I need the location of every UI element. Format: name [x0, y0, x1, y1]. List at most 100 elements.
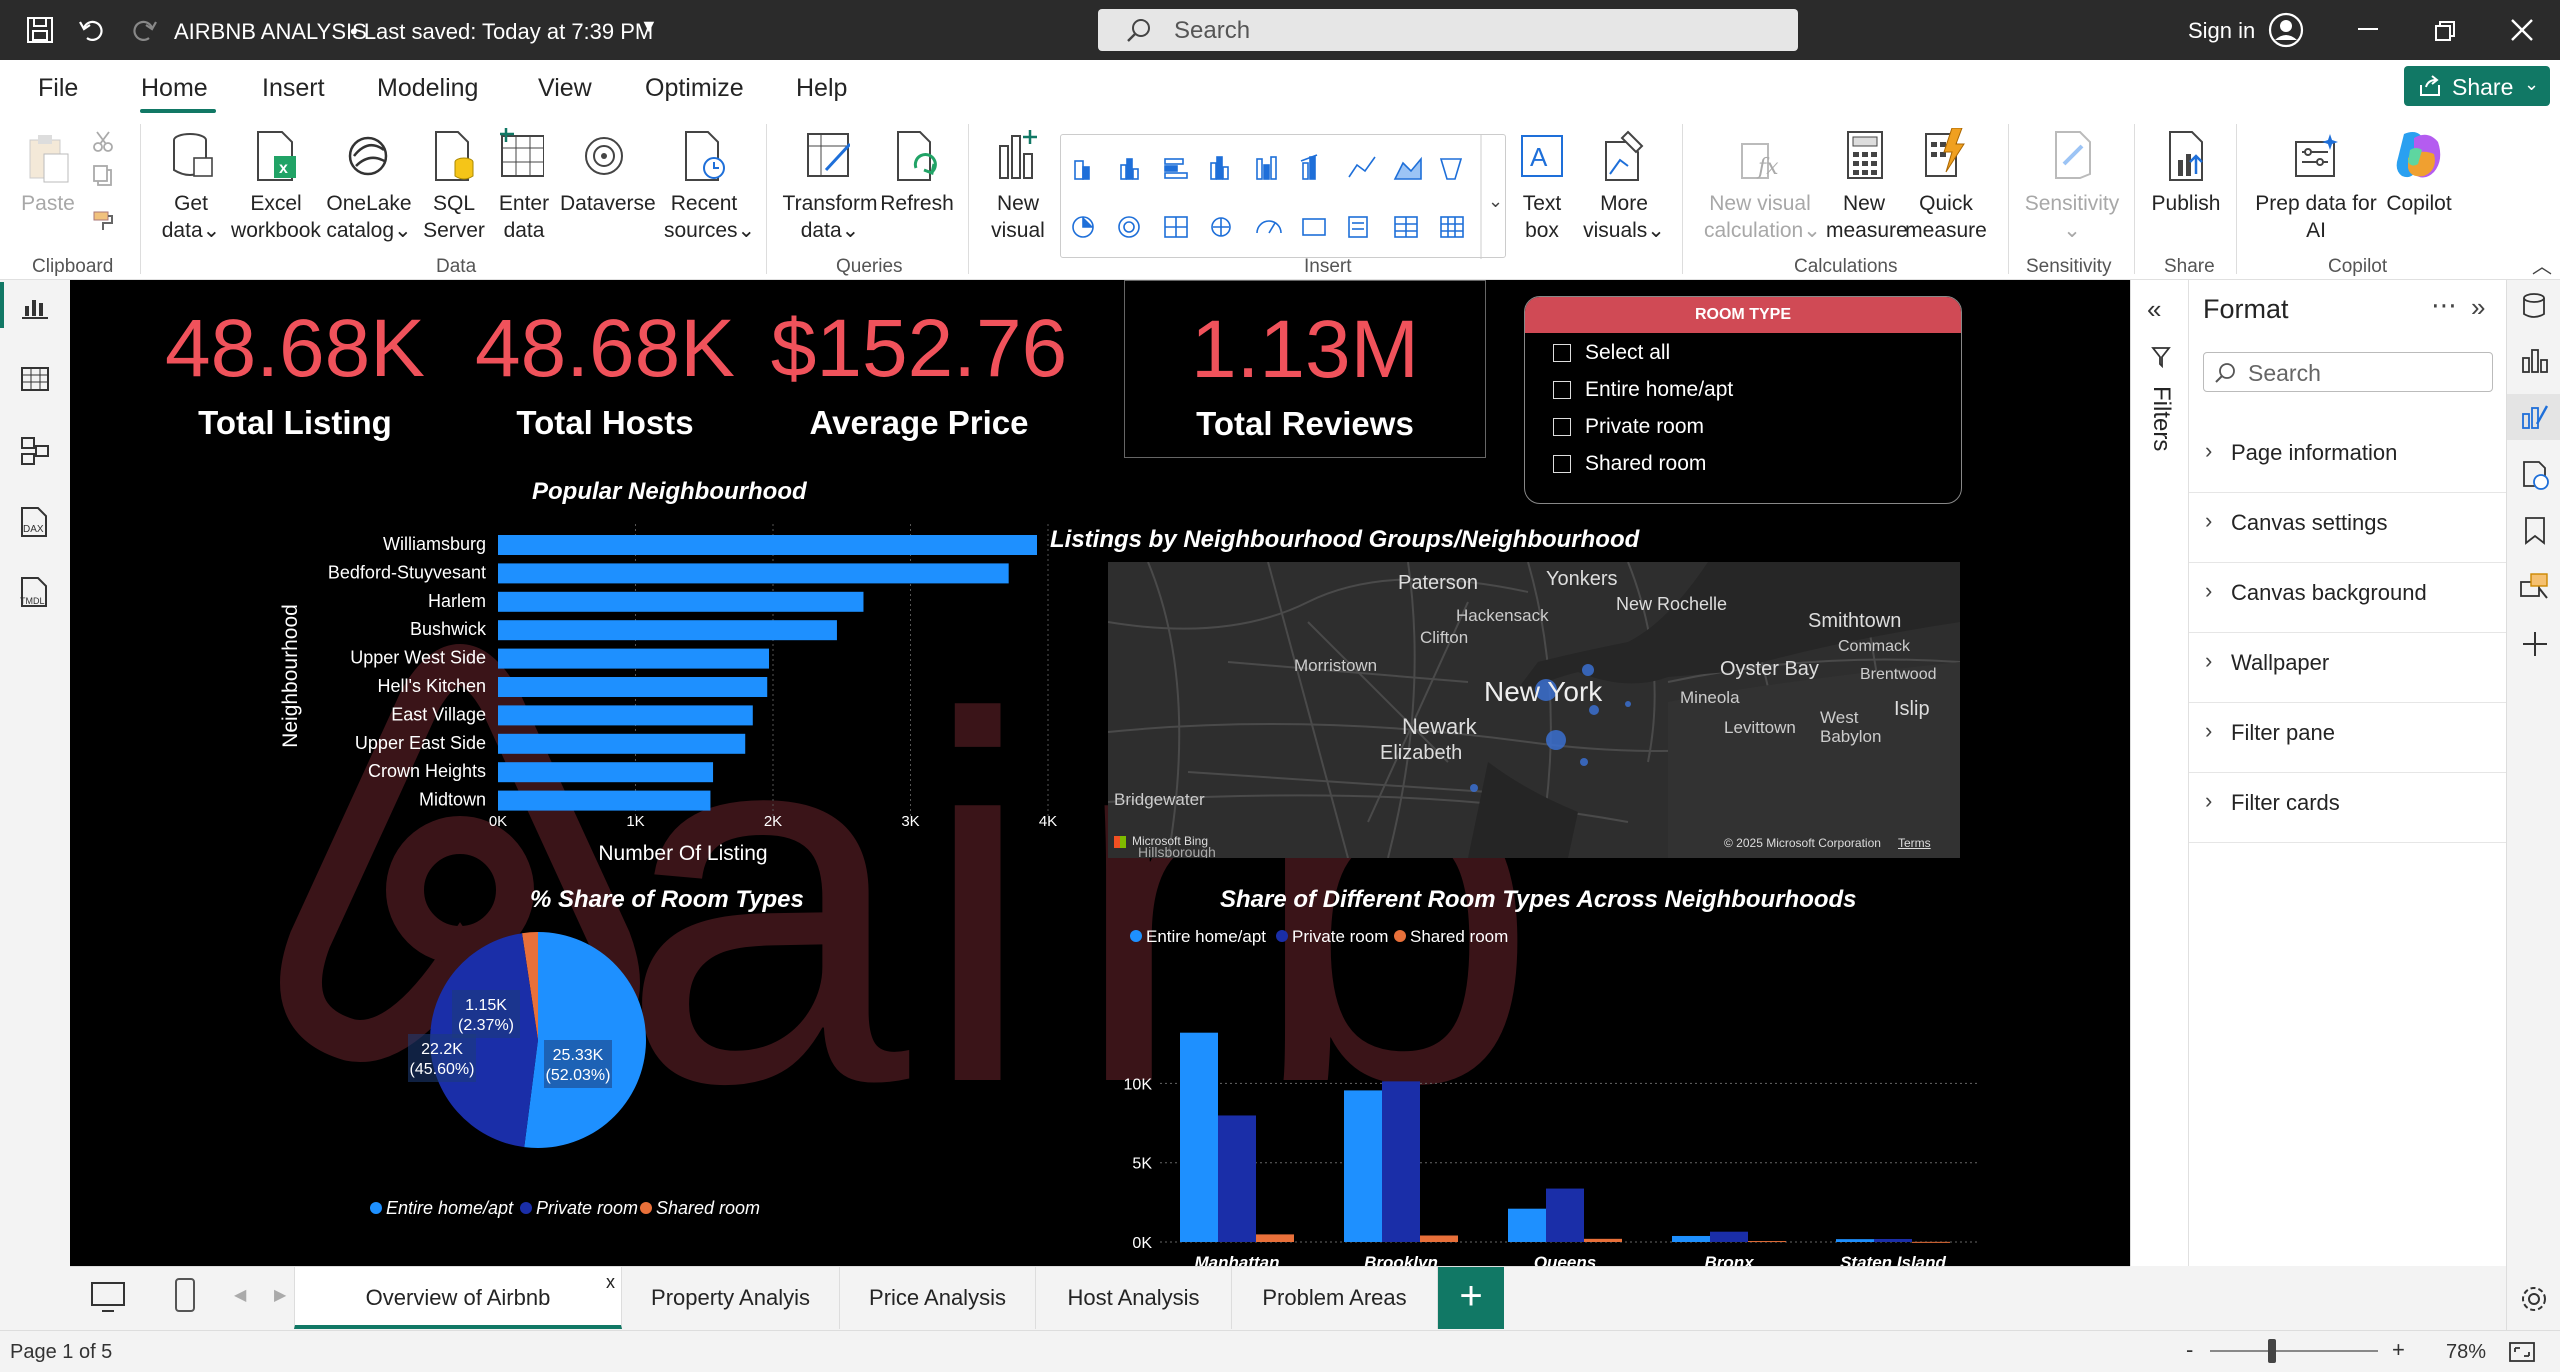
- popular-neighbourhood-chart[interactable]: 0K 1K 2K 3K 4K Williamsburg Bedford-Stuyvesant…: [140, 510, 1080, 880]
- paste-button[interactable]: Paste: [21, 192, 75, 215]
- copy-icon[interactable]: [92, 164, 114, 186]
- map-terms-link[interactable]: Terms: [1898, 836, 1931, 850]
- enter-data-button[interactable]: Enter data: [494, 190, 554, 244]
- refresh-button[interactable]: Refresh: [880, 192, 954, 215]
- onelake-catalog-button[interactable]: OneLake catalog⌄: [326, 190, 412, 244]
- new-measure-button[interactable]: New measure: [1826, 190, 1908, 244]
- menu-help[interactable]: Help: [796, 74, 848, 102]
- model-view-icon[interactable]: [20, 436, 50, 466]
- slicer-option-select-all[interactable]: Select all: [1553, 341, 1670, 365]
- divider: [2189, 632, 2507, 633]
- chevron-down-icon: ⌄: [394, 219, 412, 242]
- transform-data-button[interactable]: Transform data⌄: [782, 190, 878, 244]
- desktop-layout-icon[interactable]: [90, 1281, 126, 1313]
- minimize-button[interactable]: [2358, 28, 2378, 30]
- copilot-button[interactable]: Copilot: [2386, 192, 2452, 215]
- publish-button[interactable]: Publish: [2151, 192, 2221, 215]
- add-page-button[interactable]: +: [1438, 1267, 1504, 1329]
- more-options-icon[interactable]: ⋯: [2431, 290, 2457, 320]
- menu-file[interactable]: File: [38, 74, 79, 102]
- get-data-button[interactable]: Get data⌄: [160, 190, 222, 244]
- tab-problem-areas[interactable]: Problem Areas: [1232, 1267, 1438, 1329]
- slicer-option-entire-home[interactable]: Entire home/apt: [1553, 378, 1733, 402]
- listings-map[interactable]: Paterson Yonkers New Rochelle Hackensack…: [1108, 562, 1960, 858]
- fit-to-page-icon[interactable]: [2508, 1341, 2536, 1363]
- share-button[interactable]: Share ⌄: [2404, 66, 2550, 106]
- chevron-down-icon[interactable]: ▼: [640, 16, 658, 36]
- visual-gallery[interactable]: ⌄: [1060, 134, 1506, 259]
- text-box-button[interactable]: Text box: [1514, 190, 1570, 244]
- room-type-pie-chart[interactable]: 25.33K (52.03%) 22.2K (45.60%) 1.15K (2.37%) E…: [370, 916, 930, 1266]
- collapse-ribbon-icon[interactable]: ︿: [2532, 256, 2552, 278]
- settings-gear-icon[interactable]: [2519, 1284, 2549, 1314]
- expand-filters-icon[interactable]: «: [2147, 294, 2162, 324]
- menu-view[interactable]: View: [538, 74, 592, 102]
- data-pane-icon[interactable]: [2521, 292, 2547, 320]
- tab-overview-of-airbnb[interactable]: Overview of Airbnb x: [294, 1267, 622, 1329]
- zoom-in-button[interactable]: +: [2392, 1337, 2405, 1362]
- restore-button[interactable]: [2434, 20, 2456, 42]
- zoom-slider[interactable]: [2210, 1350, 2378, 1352]
- menu-insert[interactable]: Insert: [262, 74, 325, 102]
- search-input[interactable]: Search: [1098, 9, 1798, 51]
- tmdl-view-icon[interactable]: TMDL: [18, 576, 54, 610]
- menu-modeling[interactable]: Modeling: [377, 74, 479, 102]
- undo-icon[interactable]: [78, 16, 106, 44]
- selection-pane-icon[interactable]: [2519, 572, 2551, 602]
- add-pane-icon[interactable]: [2521, 630, 2549, 658]
- chevron-down-icon: ⌄: [2063, 219, 2081, 242]
- close-tab-icon[interactable]: x: [606, 1272, 615, 1292]
- slicer-option-private-room[interactable]: Private room: [1553, 415, 1704, 439]
- collapse-format-pane-icon[interactable]: »: [2471, 292, 2486, 322]
- tab-host-analysis[interactable]: Host Analysis: [1036, 1267, 1232, 1329]
- map-label-new-york: New York: [1484, 676, 1603, 707]
- checkbox[interactable]: [1553, 344, 1571, 362]
- new-visual-calculation-button[interactable]: New visual calculation⌄: [1704, 190, 1821, 244]
- zoom-out-button[interactable]: -: [2186, 1337, 2194, 1362]
- dax-query-view-icon[interactable]: DAX: [18, 506, 52, 540]
- user-avatar-icon[interactable]: [2268, 12, 2304, 48]
- excel-label: Excel: [250, 192, 302, 215]
- chevron-right-icon: ›: [2205, 788, 2213, 813]
- kpi-total-reviews-card[interactable]: 1.13M Total Reviews: [1124, 280, 1486, 458]
- visualizations-pane-icon[interactable]: [2521, 346, 2549, 374]
- new-visual-button[interactable]: New visual: [988, 190, 1048, 244]
- last-saved: • Last saved: Today at 7:39 PM: [350, 19, 654, 44]
- legend-label: Private room: [536, 1198, 638, 1218]
- room-types-neighbourhood-chart[interactable]: 0K 5K 10K Manhattan Brooklyn Queens Bronx State…: [1090, 916, 1980, 1266]
- sensitivity-button[interactable]: Sensitivity ⌄: [2020, 190, 2124, 244]
- format-pane-icon[interactable]: [2521, 402, 2549, 432]
- filters-pane-collapsed[interactable]: « Filters: [2130, 280, 2188, 1266]
- tab-property-analyis[interactable]: Property Analyis: [622, 1267, 840, 1329]
- scroll-tabs-left-icon[interactable]: ◀: [234, 1287, 247, 1304]
- close-button[interactable]: [2510, 18, 2534, 42]
- menu-home[interactable]: Home: [141, 74, 208, 102]
- slicer-option-shared-room[interactable]: Shared room: [1553, 452, 1706, 476]
- sign-in-link[interactable]: Sign in: [2188, 18, 2256, 43]
- checkbox[interactable]: [1553, 381, 1571, 399]
- recent-sources-button[interactable]: Recent sources⌄: [664, 190, 755, 244]
- performance-analyzer-icon[interactable]: [2521, 460, 2551, 490]
- tab-price-analysis[interactable]: Price Analysis: [840, 1267, 1036, 1329]
- prep-data-ai-button[interactable]: Prep data for AI: [2252, 190, 2380, 244]
- table-view-icon[interactable]: [20, 366, 50, 392]
- menu-optimize[interactable]: Optimize: [645, 74, 744, 102]
- dataverse-button[interactable]: Dataverse: [560, 192, 656, 215]
- room-type-slicer[interactable]: ROOM TYPE Select all Entire home/apt Pri…: [1524, 296, 1962, 504]
- mobile-layout-icon[interactable]: [174, 1277, 196, 1313]
- save-icon[interactable]: [26, 16, 54, 44]
- checkbox[interactable]: [1553, 455, 1571, 473]
- zoom-slider-thumb[interactable]: [2268, 1339, 2276, 1363]
- redo-icon[interactable]: [130, 16, 158, 44]
- more-visuals-button[interactable]: More visuals⌄: [1582, 190, 1666, 244]
- bookmarks-icon[interactable]: [2523, 516, 2547, 546]
- format-painter-icon[interactable]: [92, 210, 116, 232]
- cut-icon[interactable]: [92, 130, 114, 152]
- scroll-tabs-right-icon[interactable]: ▶: [274, 1287, 287, 1304]
- excel-workbook-button[interactable]: Excel workbook: [228, 190, 324, 244]
- sql-server-button[interactable]: SQL Server: [418, 190, 490, 244]
- checkbox[interactable]: [1553, 418, 1571, 436]
- report-view-icon[interactable]: [20, 294, 50, 320]
- quick-measure-button[interactable]: Quick measure: [1904, 190, 1988, 244]
- format-search-input[interactable]: Search: [2203, 352, 2493, 392]
